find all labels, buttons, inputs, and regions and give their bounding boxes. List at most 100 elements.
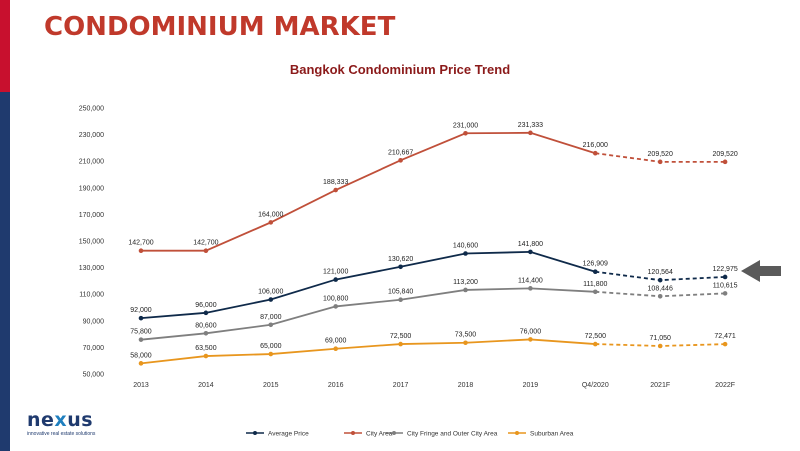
data-point: [268, 322, 274, 328]
data-point: [203, 331, 209, 336]
data-point: [398, 341, 403, 347]
data-point: [268, 351, 274, 357]
y-tick-label: 130,000: [79, 265, 104, 272]
data-label: 108,446: [648, 285, 673, 292]
data-label: 122,975: [712, 266, 737, 273]
data-label: 105,840: [388, 289, 413, 296]
data-point: [203, 310, 209, 316]
data-label: 92,000: [130, 307, 152, 314]
series-city-fringe: 75,800 80,600 87,000 100,800 105,840 113,200 1…: [130, 277, 738, 342]
data-point: [398, 158, 403, 163]
data-label: 142,700: [128, 240, 153, 247]
y-axis: 250,000 230,000 210,000 190,000 170,000 150,0…: [79, 106, 104, 379]
data-point: [463, 251, 468, 256]
data-label: 65,000: [260, 343, 282, 350]
legend-label: Average Price: [268, 431, 309, 438]
data-label: 142,700: [193, 240, 218, 247]
logo-wordmark: nexus: [27, 409, 94, 431]
data-label: 114,400: [518, 277, 543, 284]
legend-label: City Fringe and Outer City Area: [407, 431, 498, 438]
data-label: 140,600: [453, 243, 478, 250]
data-point: [528, 286, 533, 291]
data-label: 209,520: [648, 151, 673, 158]
legend: Average Price City Area City Fringe and Ou…: [246, 431, 574, 438]
y-tick-label: 190,000: [79, 185, 104, 192]
series-suburban: 58,000 63,500 65,000 69,000 72,500 73,500 76,0…: [130, 328, 736, 366]
y-tick-label: 170,000: [79, 212, 104, 219]
data-point: [722, 341, 728, 347]
data-label: 188,333: [323, 179, 348, 186]
data-point: [203, 353, 209, 359]
data-label: 106,000: [258, 289, 283, 296]
data-point: [268, 220, 274, 225]
data-point: [657, 159, 663, 165]
series-line: [140, 338, 596, 365]
y-tick-label: 110,000: [79, 292, 104, 299]
data-label: 72,500: [390, 333, 412, 340]
data-label: 120,564: [648, 269, 673, 276]
data-label: 209,520: [712, 151, 737, 158]
series-line: [140, 287, 596, 341]
series-average-price: 92,000 96,000 106,000 121,000 130,620 140,600…: [130, 241, 738, 321]
data-point: [722, 274, 728, 280]
data-label: 72,471: [714, 333, 736, 340]
data-point: [593, 269, 598, 275]
pointer-arrow-icon: [741, 260, 781, 282]
series-line: [140, 251, 596, 320]
data-label: 100,800: [323, 295, 348, 302]
y-tick-label: 150,000: [79, 239, 104, 246]
x-tick-label: 2016: [328, 382, 344, 389]
data-label: 231,000: [453, 122, 478, 129]
data-label: 75,800: [130, 329, 152, 336]
data-label: 121,000: [323, 269, 348, 276]
x-tick-label: 2022F: [715, 382, 735, 389]
data-label: 164,000: [258, 211, 283, 218]
data-label: 73,500: [455, 332, 477, 339]
data-point: [333, 346, 339, 352]
data-point: [593, 150, 598, 156]
data-label: 76,000: [520, 328, 542, 335]
y-tick-label: 210,000: [79, 159, 104, 166]
legend-swatch-marker: [392, 431, 396, 435]
legend-swatch-marker: [351, 431, 355, 435]
data-point: [333, 187, 339, 193]
x-tick-label: 2013: [133, 382, 149, 389]
x-tick-label: 2018: [458, 382, 474, 389]
x-tick-label: 2017: [393, 382, 409, 389]
data-label: 58,000: [130, 352, 152, 359]
accent-bar-red: [0, 0, 10, 92]
y-tick-label: 50,000: [83, 372, 105, 379]
x-tick-label: Q4/2020: [582, 382, 609, 389]
data-label: 111,800: [583, 281, 607, 288]
data-point: [138, 361, 144, 366]
legend-swatch-marker: [253, 431, 257, 435]
data-point: [528, 249, 533, 255]
data-label: 63,500: [195, 345, 217, 352]
data-point: [722, 159, 728, 165]
data-point: [528, 337, 533, 342]
data-point: [398, 297, 403, 303]
logo-tagline: innovative real estate solutions: [27, 431, 96, 437]
data-point: [657, 343, 663, 349]
x-tick-label: 2021F: [650, 382, 670, 389]
data-point: [268, 297, 274, 302]
data-label: 72,500: [585, 333, 607, 340]
data-label: 216,000: [583, 142, 608, 149]
data-point: [657, 293, 663, 299]
data-label: 126,909: [583, 261, 608, 268]
data-label: 130,620: [388, 256, 413, 263]
data-point: [593, 289, 598, 295]
legend-label: Suburban Area: [530, 431, 574, 438]
data-point: [722, 291, 728, 296]
data-point: [333, 304, 339, 309]
data-point: [463, 287, 468, 293]
y-tick-label: 230,000: [79, 132, 104, 139]
accent-bar-navy: [0, 92, 10, 451]
data-label: 87,000: [260, 314, 282, 321]
chart-title: Bangkok Condominium Price Trend: [289, 62, 511, 77]
x-axis: 2013 2014 2015 2016 2017 2018 2019 Q4/2020 2021F…: [133, 382, 735, 389]
data-point: [203, 248, 209, 254]
data-point: [398, 264, 403, 270]
series-line: [141, 131, 596, 252]
legend-swatch-marker: [515, 431, 519, 435]
